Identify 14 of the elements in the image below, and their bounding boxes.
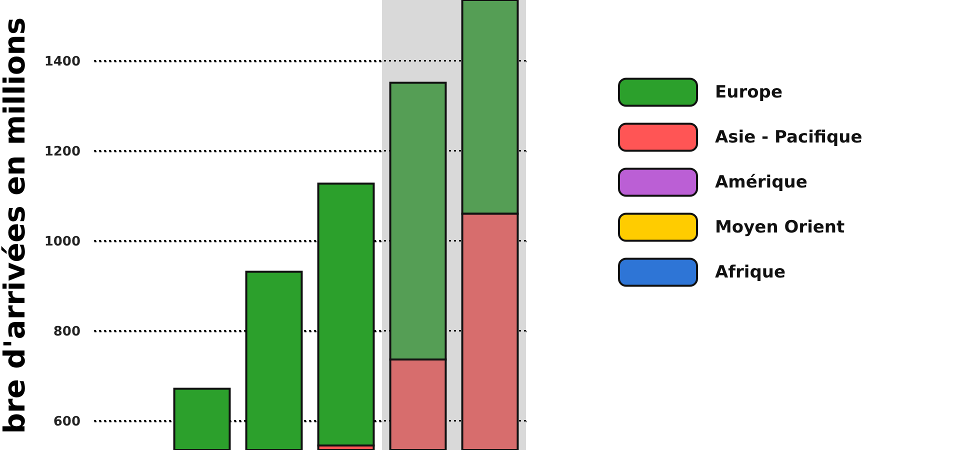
bar xyxy=(317,182,375,446)
y-axis-title: bre d'arrivées en millions xyxy=(0,17,32,434)
y-tick-label: 600 xyxy=(53,414,80,430)
bar xyxy=(173,388,231,450)
legend-label: Asie - Pacifique xyxy=(715,127,862,148)
y-tick-label: 800 xyxy=(53,324,80,340)
y-tick-label: 1000 xyxy=(44,234,80,250)
y-tick-label: 1200 xyxy=(44,144,80,160)
y-tick-label: 1400 xyxy=(44,54,80,70)
legend-label: Europe xyxy=(715,82,782,102)
bar xyxy=(245,270,303,450)
legend-label: Moyen Orient xyxy=(715,217,845,238)
legend-label: Amérique xyxy=(715,172,808,192)
legend-label: Afrique xyxy=(715,262,786,282)
